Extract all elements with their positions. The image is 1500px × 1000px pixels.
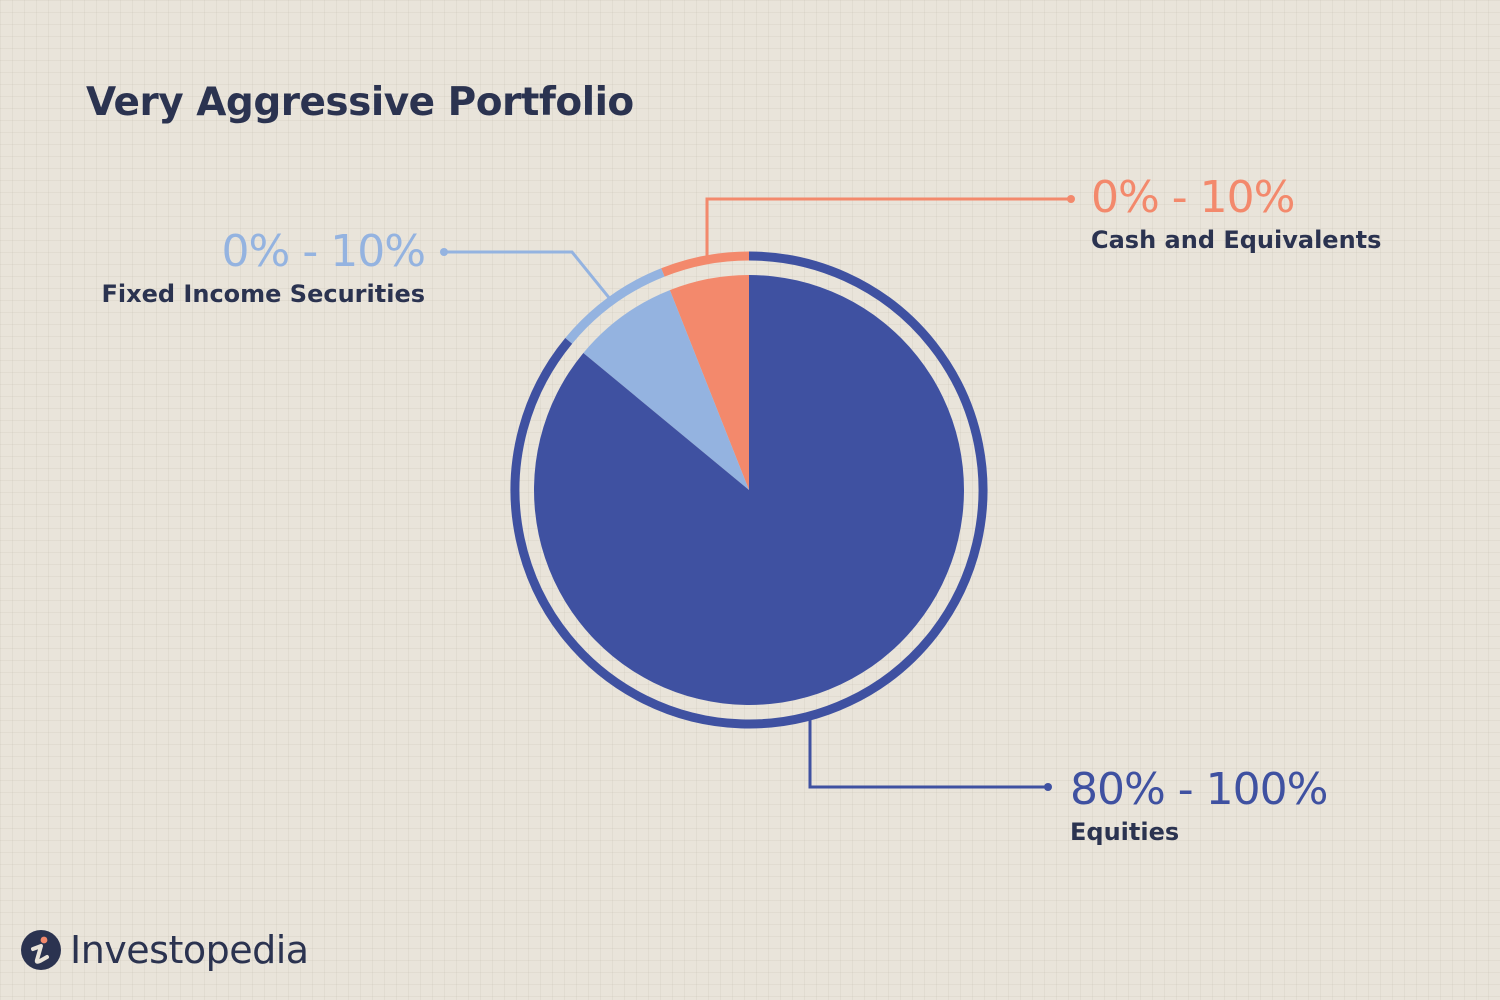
cash-slice xyxy=(669,275,749,490)
investopedia-logo-icon xyxy=(21,930,61,970)
equities-range: 80% - 100% xyxy=(1070,764,1328,815)
fixed-income-slice xyxy=(583,290,749,490)
equities-label: 80% - 100% Equities xyxy=(1070,764,1328,846)
pie-slices xyxy=(534,275,964,705)
cash-name: Cash and Equivalents xyxy=(1091,226,1382,254)
fixed-income-range: 0% - 10% xyxy=(221,226,426,277)
equities-leader-dot xyxy=(1044,783,1052,791)
fixed-income-leader-line xyxy=(444,250,613,302)
equities-ring-arc xyxy=(510,251,988,729)
fixed-income-name: Fixed Income Securities xyxy=(101,280,425,308)
cash-leader-line xyxy=(705,197,1071,261)
chart-title: Very Aggressive Portfolio xyxy=(86,80,634,125)
equities-name: Equities xyxy=(1070,818,1180,846)
equities-leader-line xyxy=(808,715,1048,789)
investopedia-logo: Investopedia xyxy=(20,928,309,972)
fixed-income-leader-dot xyxy=(440,248,448,256)
cash-leader-dot xyxy=(1067,195,1075,203)
cash-label: 0% - 10% Cash and Equivalents xyxy=(1091,172,1382,254)
brand-name: Investopedia xyxy=(70,928,309,972)
leader-lines xyxy=(440,195,1075,791)
cash-ring-arc xyxy=(661,251,750,277)
cash-range: 0% - 10% xyxy=(1091,172,1295,223)
equities-slice xyxy=(534,275,964,705)
fixed-income-label: 0% - 10% Fixed Income Securities xyxy=(101,226,426,308)
